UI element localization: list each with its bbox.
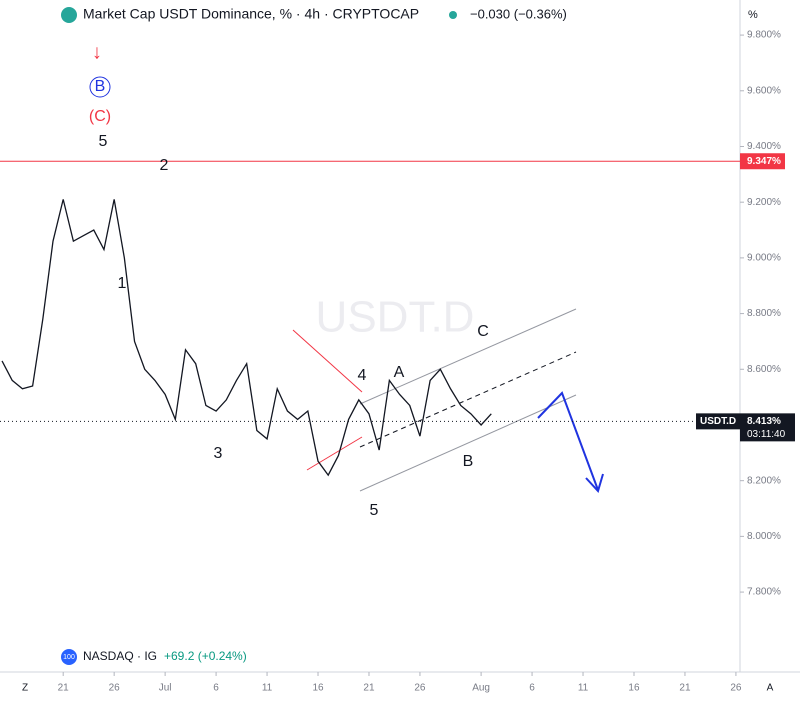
x-tick-label: 6: [213, 683, 219, 694]
y-tick-label: 8.200%: [747, 475, 781, 486]
compare-name[interactable]: NASDAQ · IG: [83, 649, 157, 663]
x-tick-label: 16: [312, 683, 324, 694]
triangle-line: [292, 329, 363, 393]
wave-label: 5: [370, 502, 379, 519]
compare-change: +69.2 (+0.24%): [164, 649, 247, 663]
y-tick-label: 8.800%: [747, 308, 781, 319]
wave-label: 4: [358, 367, 367, 384]
y-tick-label: 9.600%: [747, 85, 781, 96]
y-tick-label: 8.000%: [747, 531, 781, 542]
chart-title[interactable]: Market Cap USDT Dominance, % · 4h · CRYP…: [83, 6, 419, 22]
resistance-label: 9.347%: [747, 156, 781, 167]
wave-label: A: [394, 364, 405, 381]
x-tick-label: 26: [109, 683, 121, 694]
corner-button[interactable]: Z: [22, 683, 28, 694]
x-tick-label: Jul: [159, 683, 172, 694]
compare-icon: [61, 649, 77, 665]
y-tick-label: 8.600%: [747, 364, 781, 375]
symbol-tag: [696, 413, 740, 430]
channel-line: [359, 308, 577, 405]
channel-line: [359, 394, 577, 492]
corner-button[interactable]: A: [767, 683, 774, 694]
price-line: [1, 199, 492, 477]
x-tick-label: 6: [529, 683, 535, 694]
x-tick-label: 11: [578, 683, 589, 694]
x-tick-label: 21: [679, 683, 691, 694]
y-tick-label: 9.800%: [747, 30, 781, 41]
wave-label: 1: [118, 275, 127, 292]
x-tick-label: 26: [414, 683, 426, 694]
arrow-icon: ↓: [92, 41, 102, 63]
x-tick-label: 11: [262, 683, 273, 694]
last-price-tag: [740, 413, 795, 442]
compare-legend: 100 NASDAQ · IG +69.2 (+0.24%): [61, 649, 247, 665]
price-change: −0.030 (−0.36%): [470, 6, 567, 21]
wave-label: B: [95, 78, 106, 95]
y-tick-label: 9.400%: [747, 141, 781, 152]
last-price-label: 8.413%: [747, 416, 781, 427]
unit-label[interactable]: %: [748, 9, 758, 21]
wave-label: (C): [89, 108, 111, 125]
symbol-label: USDT.D: [700, 416, 736, 427]
compare-icon-text: 100: [63, 654, 75, 661]
countdown-label: 03:11:40: [747, 429, 786, 440]
wave-circle: [89, 76, 111, 98]
x-tick-label: 16: [628, 683, 640, 694]
resistance-tag: [740, 153, 785, 170]
status-dot: [449, 11, 457, 19]
watermark: USDT.D: [316, 293, 475, 342]
wave-label: 3: [214, 445, 223, 462]
wave-label: 2: [160, 157, 169, 174]
wave-label: B: [463, 453, 474, 470]
x-tick-label: 21: [58, 683, 70, 694]
y-tick-label: 9.000%: [747, 253, 781, 264]
x-tick-label: 21: [363, 683, 375, 694]
x-tick-label: 26: [730, 683, 742, 694]
x-tick-label: Aug: [472, 683, 490, 694]
triangle-line: [306, 436, 363, 471]
y-tick-label: 9.200%: [747, 197, 781, 208]
y-tick-label: 7.800%: [747, 587, 781, 598]
projection-arrow: [585, 473, 604, 493]
projection: [537, 391, 599, 491]
wave-label: 5: [99, 133, 108, 150]
symbol-icon: [61, 7, 77, 23]
wave-label: C: [477, 323, 489, 340]
channel-midline: [359, 351, 577, 448]
